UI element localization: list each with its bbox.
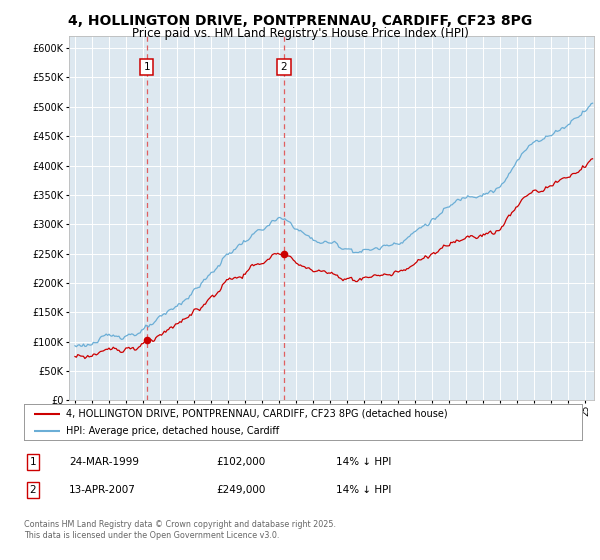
- Text: 13-APR-2007: 13-APR-2007: [69, 485, 136, 495]
- Text: 2: 2: [29, 485, 37, 495]
- Text: HPI: Average price, detached house, Cardiff: HPI: Average price, detached house, Card…: [66, 426, 279, 436]
- Text: 4, HOLLINGTON DRIVE, PONTPRENNAU, CARDIFF, CF23 8PG (detached house): 4, HOLLINGTON DRIVE, PONTPRENNAU, CARDIF…: [66, 409, 448, 419]
- Text: Price paid vs. HM Land Registry's House Price Index (HPI): Price paid vs. HM Land Registry's House …: [131, 27, 469, 40]
- Text: £102,000: £102,000: [216, 457, 265, 467]
- Text: 1: 1: [29, 457, 37, 467]
- Text: 1: 1: [143, 62, 150, 72]
- Text: 14% ↓ HPI: 14% ↓ HPI: [336, 457, 391, 467]
- Text: 4, HOLLINGTON DRIVE, PONTPRENNAU, CARDIFF, CF23 8PG: 4, HOLLINGTON DRIVE, PONTPRENNAU, CARDIF…: [68, 14, 532, 28]
- Text: £249,000: £249,000: [216, 485, 265, 495]
- Text: 24-MAR-1999: 24-MAR-1999: [69, 457, 139, 467]
- Text: 14% ↓ HPI: 14% ↓ HPI: [336, 485, 391, 495]
- Text: Contains HM Land Registry data © Crown copyright and database right 2025.
This d: Contains HM Land Registry data © Crown c…: [24, 520, 336, 540]
- Text: 2: 2: [281, 62, 287, 72]
